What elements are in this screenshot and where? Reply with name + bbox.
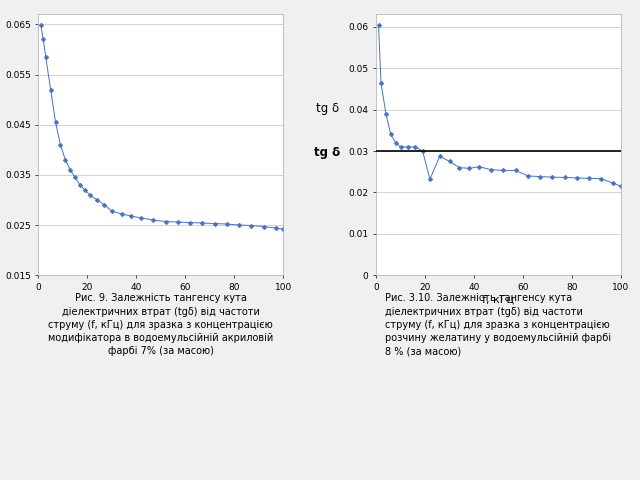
Text: tg δ: tg δ [316, 102, 339, 115]
Text: tg δ: tg δ [314, 146, 340, 159]
Text: Рис. 9. Залежність тангенсу кута
діелектричних втрат (tgδ) від частоти
струму (f: Рис. 9. Залежність тангенсу кута діелект… [48, 293, 273, 356]
X-axis label: f, кГц: f, кГц [483, 295, 515, 305]
Text: Рис. 3.10. Залежність тангенсу кута
діелектричних втрат (tgδ) від частоти
струму: Рис. 3.10. Залежність тангенсу кута діел… [385, 293, 611, 356]
